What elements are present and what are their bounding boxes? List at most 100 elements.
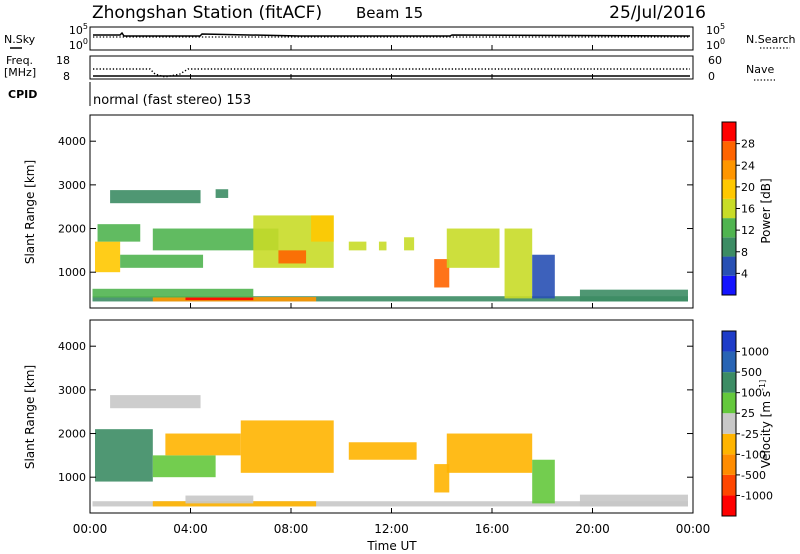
power-colorbar-cells <box>722 122 736 295</box>
nsearch-label: N.Search <box>746 33 796 46</box>
velocity-plot-frame <box>89 319 694 514</box>
velocity-cell-3 <box>95 429 153 482</box>
velocity-cell-5 <box>165 433 241 456</box>
power-cell-14 <box>378 241 387 251</box>
x-tick-label-4: 16:00 <box>475 522 510 536</box>
power-colorbar: 4 8 12 16 20 24 28 Power [dB] <box>721 121 773 296</box>
velocity-colorbar-swatch-2 <box>722 454 736 475</box>
nave-tick-top: 60 <box>708 54 722 67</box>
nave-series <box>93 68 690 78</box>
power-cell-6 <box>97 224 141 242</box>
velocity-colorbar-swatch-7 <box>722 351 736 373</box>
velocity-ylabel: Slant Range [km] <box>23 365 37 469</box>
power-ytick-label-3: 4000 <box>58 135 86 148</box>
nsky-tick-top: 105 <box>69 22 88 37</box>
power-cells <box>92 189 688 302</box>
power-colorbar-tick-label-3: 16 <box>741 203 755 216</box>
velocity-ytick-label-3: 4000 <box>58 340 86 353</box>
velocity-ytick-label-0: 1000 <box>58 471 86 484</box>
x-tick-label-0: 00:00 <box>73 522 108 536</box>
power-ytick-label-2: 3000 <box>58 179 86 192</box>
velocity-colorbar-tick-label-1: -500 <box>741 469 766 482</box>
power-colorbar-tick-label-6: 28 <box>741 138 755 151</box>
power-colorbar-tick-label-2: 12 <box>741 224 755 237</box>
power-colorbar-swatch-5 <box>722 179 736 199</box>
x-axis-label: Time UT <box>366 539 417 553</box>
cpid-label: CPID <box>8 88 37 101</box>
velocity-colorbar-tick-label-4: 25 <box>741 407 755 420</box>
power-colorbar-tick-label-5: 24 <box>741 159 755 172</box>
cpid-text: normal (fast stereo) 153 <box>93 93 251 108</box>
x-tick-label-6: 00:00 <box>676 522 711 536</box>
power-heatmap-group: 1000 2000 3000 4000 Slant Range [km] <box>23 114 694 309</box>
nave-tick-bottom: 0 <box>708 70 715 83</box>
nsky-label: N.Sky <box>4 33 36 46</box>
x-tick-label-2: 08:00 <box>274 522 309 536</box>
power-cell-3 <box>92 288 254 298</box>
power-cell-4 <box>95 241 121 273</box>
freq-tick-bottom: 8 <box>63 70 70 83</box>
velocity-cell-9 <box>434 464 450 493</box>
velocity-colorbar-tick-label-0: -1000 <box>741 489 773 502</box>
velocity-ytick-label-1: 2000 <box>58 428 86 441</box>
power-colorbar-tick-label-0: 4 <box>741 267 748 280</box>
velocity-cell-10 <box>446 433 533 473</box>
power-ytick-label-1: 2000 <box>58 223 86 236</box>
velocity-colorbar-tick-label-2: -100 <box>741 448 766 461</box>
velocity-colorbar-tick-label-6: 500 <box>741 366 762 379</box>
power-cell-15 <box>404 237 415 251</box>
velocity-colorbar-swatch-1 <box>722 474 736 496</box>
velocity-colorbar-swatch-6 <box>722 372 736 393</box>
power-cell-9 <box>278 250 307 264</box>
velocity-colorbar-tick-label-3: -25 <box>741 428 759 441</box>
power-colorbar-swatch-3 <box>722 218 736 238</box>
velocity-colorbar-cells <box>722 331 736 516</box>
power-cell-2 <box>185 297 254 301</box>
power-cell-0 <box>92 296 688 302</box>
velocity-colorbar-swatch-4 <box>722 413 736 434</box>
nsky-tick-bottom: 100 <box>69 37 88 52</box>
nsky-series <box>93 31 691 37</box>
x-tick-label-5: 20:00 <box>575 522 610 536</box>
power-cell-13 <box>348 241 367 251</box>
freq-label: Freq. <box>6 54 33 67</box>
station-title: Zhongshan Station (fitACF) <box>92 3 322 23</box>
velocity-cells <box>92 395 688 507</box>
velocity-cell-0 <box>92 501 688 507</box>
power-cell-20 <box>579 289 688 302</box>
velocity-yticks: 1000 2000 3000 4000 <box>58 340 693 484</box>
x-axis-ticks: 00:00 04:00 08:00 12:00 16:00 20:00 00:00 <box>73 45 711 536</box>
power-colorbar-swatch-0 <box>722 275 736 295</box>
velocity-cell-6 <box>240 420 334 473</box>
power-colorbar-ticks: 4 8 12 16 20 24 28 <box>736 138 755 280</box>
velocity-colorbar-ticks: -1000 -500 -100 -25 25 100 500 1000 <box>736 346 773 502</box>
velocity-colorbar-swatch-3 <box>722 433 736 455</box>
power-cell-10 <box>311 215 334 242</box>
power-colorbar-swatch-7 <box>722 141 736 161</box>
nave-label: Nave <box>746 63 774 76</box>
power-colorbar-tick-label-1: 8 <box>741 246 748 259</box>
beam-label: Beam 15 <box>356 4 423 22</box>
power-yticks: 1000 2000 3000 4000 <box>58 135 693 279</box>
power-colorbar-swatch-2 <box>722 237 736 257</box>
power-cell-7 <box>152 228 279 251</box>
power-colorbar-swatch-8 <box>722 122 736 142</box>
date-label: 25/Jul/2016 <box>609 3 706 23</box>
velocity-cell-2 <box>185 495 254 504</box>
power-colorbar-swatch-6 <box>722 160 736 180</box>
freq-unit: [MHz] <box>4 66 36 79</box>
velocity-cell-11 <box>532 459 555 504</box>
velocity-cell-4 <box>152 455 216 478</box>
power-colorbar-label: Power [dB] <box>759 178 773 243</box>
power-plot-frame <box>89 114 694 309</box>
power-colorbar-tick-label-4: 20 <box>741 181 755 194</box>
velocity-cell-7 <box>110 395 201 409</box>
velocity-colorbar-frame <box>721 330 737 517</box>
power-ylabel: Slant Range [km] <box>23 160 37 264</box>
velocity-colorbar-label: Velocity [m s-1] <box>758 380 773 468</box>
nsearch-tick-bottom: 100 <box>706 37 725 52</box>
velocity-cell-8 <box>348 442 417 460</box>
power-cell-17 <box>446 228 500 268</box>
velocity-colorbar-swatch-0 <box>722 495 736 516</box>
